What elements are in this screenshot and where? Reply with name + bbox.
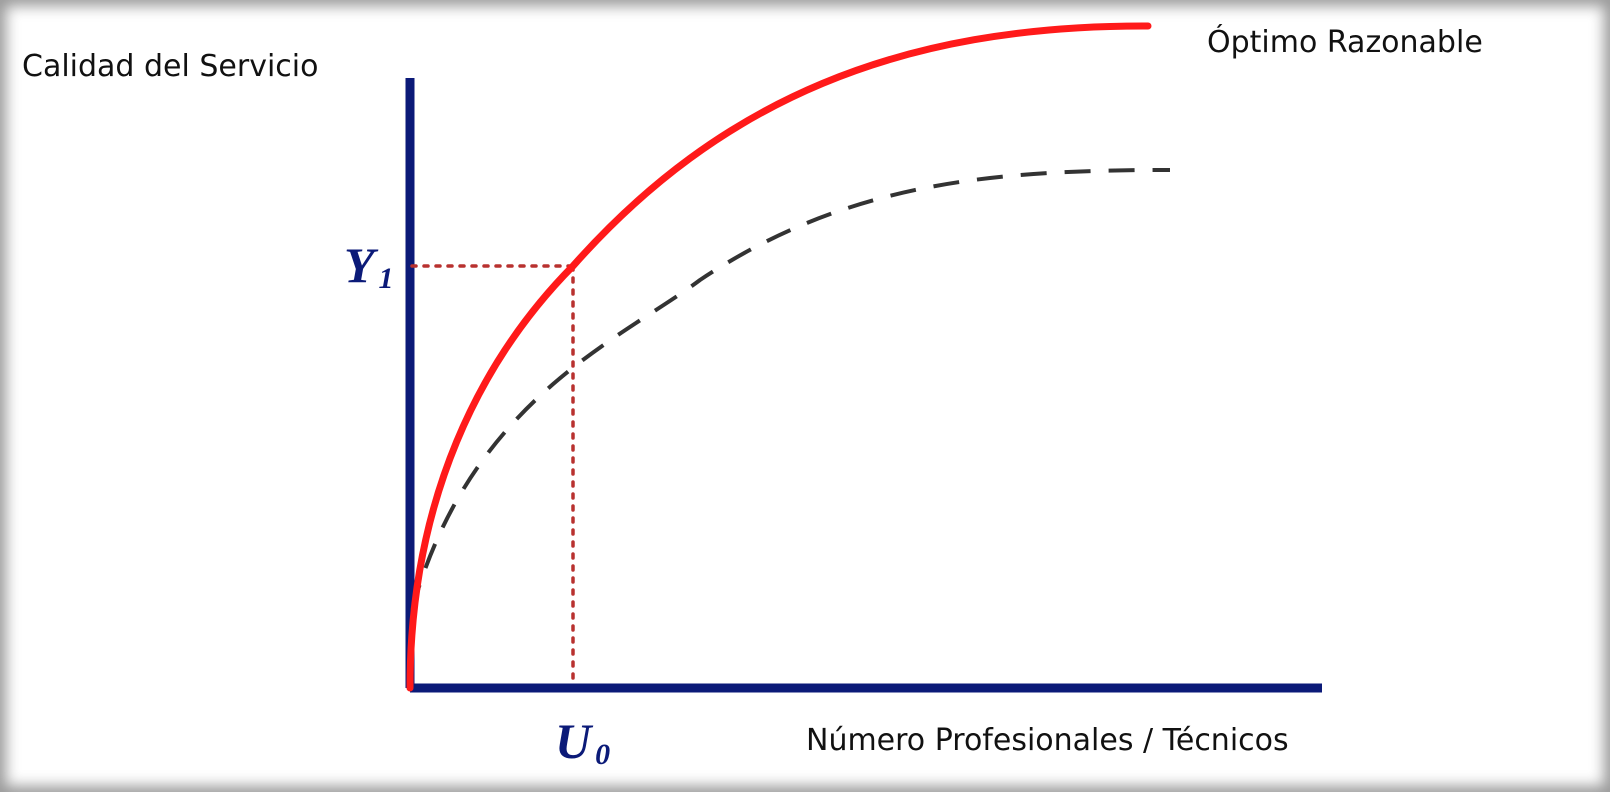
- y1-label: Y 1: [344, 237, 394, 295]
- y1-label-sub: 1: [379, 262, 394, 295]
- y-axis-title: Calidad del Servicio: [22, 49, 318, 84]
- u0-label: U 0: [555, 713, 610, 771]
- dashed-curve: [410, 168, 1171, 611]
- u0-label-main: U: [555, 713, 594, 769]
- y1-label-main: Y: [344, 237, 379, 293]
- u0-label-sub: 0: [595, 738, 610, 771]
- curve-top-label: Óptimo Razonable: [1207, 23, 1483, 60]
- x-axis-title: Número Profesionales / Técnicos: [806, 723, 1289, 758]
- optimal-curve: [406, 22, 1152, 692]
